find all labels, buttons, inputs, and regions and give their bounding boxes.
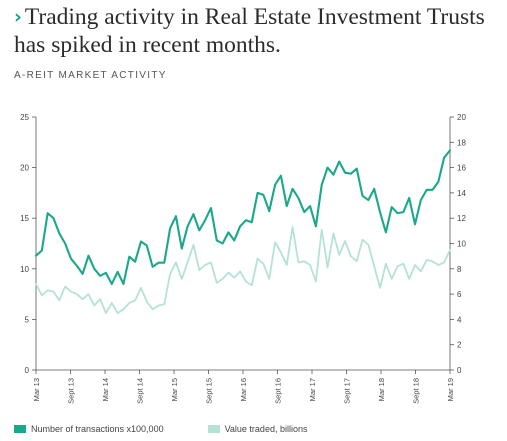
x-tick-label: Mar 14 <box>101 378 110 401</box>
chart-subtitle: A-REIT MARKET ACTIVITY <box>14 70 167 81</box>
left-tick-label: 20 <box>20 164 29 173</box>
x-tick-label: Mar 17 <box>308 378 317 401</box>
left-tick-label: 25 <box>20 113 29 122</box>
legend-swatch-value-traded <box>207 425 220 433</box>
right-tick-label: 4 <box>457 315 462 324</box>
x-tick-label: Sept 18 <box>412 378 421 404</box>
x-tick-label: Mar 15 <box>170 378 179 401</box>
right-tick-label: 2 <box>457 341 462 350</box>
series-line-transactions <box>34 149 452 286</box>
x-tick-label: Sept 16 <box>274 378 283 404</box>
x-tick-label: Mar 18 <box>377 378 386 401</box>
x-tick-label: Mar 13 <box>32 378 41 401</box>
chart-title-text: Trading activity in Real Estate Investme… <box>14 4 485 58</box>
right-tick-label: 6 <box>457 290 462 299</box>
x-tick-label: Mar 16 <box>239 378 248 401</box>
right-tick-label: 0 <box>457 366 462 375</box>
legend-swatch-transactions <box>14 425 26 433</box>
x-tick-label: Sept 14 <box>136 378 145 404</box>
right-tick-label: 16 <box>457 164 466 173</box>
legend-item-transactions: Number of transactions x100,000 <box>14 424 164 434</box>
left-tick-label: 15 <box>20 214 29 223</box>
legend-label-value-traded: Value traded, billions <box>224 424 308 434</box>
x-tick-label: Sept 15 <box>205 378 214 404</box>
left-tick-label: 10 <box>20 265 29 274</box>
x-tick-label: Sept 13 <box>67 378 76 404</box>
right-tick-label: 20 <box>457 113 466 122</box>
chart-title: › Trading activity in Real Estate Investm… <box>14 4 494 59</box>
legend-item-value-traded: Value traded, billions <box>207 424 308 434</box>
right-tick-label: 8 <box>457 265 462 274</box>
right-tick-label: 12 <box>457 214 466 223</box>
left-tick-label: 0 <box>25 366 30 375</box>
series-line-value-traded <box>35 226 451 314</box>
chevron-right-icon: › <box>14 6 22 28</box>
left-tick-label: 5 <box>25 315 30 324</box>
right-tick-label: 14 <box>457 189 466 198</box>
right-tick-label: 18 <box>457 138 466 147</box>
chart-legend: Number of transactions x100,000 Value tr… <box>14 424 307 434</box>
x-tick-label: Mar 19 <box>446 378 455 401</box>
right-tick-label: 10 <box>457 240 466 249</box>
x-tick-label: Sept 17 <box>343 378 352 404</box>
legend-label-transactions: Number of transactions x100,000 <box>31 424 164 434</box>
